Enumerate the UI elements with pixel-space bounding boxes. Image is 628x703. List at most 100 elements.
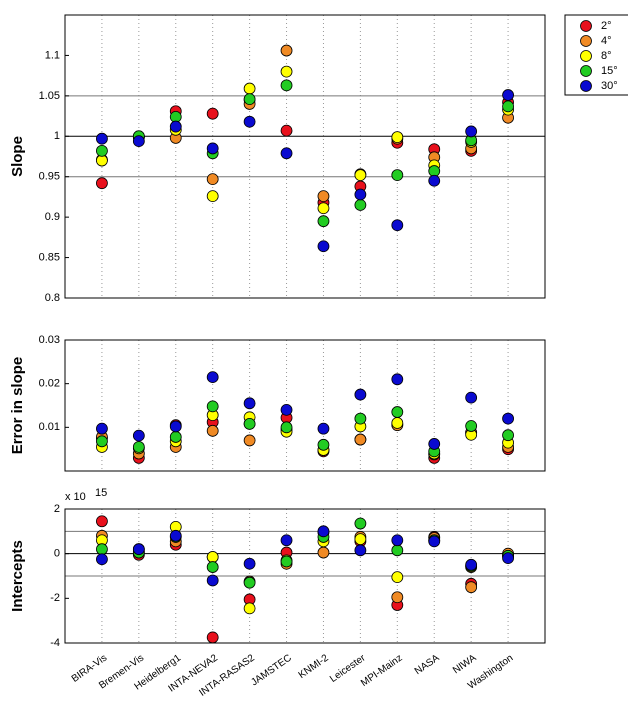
- dot: [243, 576, 256, 589]
- y-axis-label: Slope: [9, 136, 26, 177]
- y-tick-label: 0: [54, 548, 60, 560]
- dot: [169, 529, 182, 542]
- dot: [132, 543, 145, 556]
- y-tick-label: 0.02: [39, 378, 60, 390]
- dot: [206, 400, 219, 413]
- axis-multiplier: x 10: [65, 491, 86, 503]
- axis-multiplier-exponent: 15: [95, 487, 107, 499]
- dot: [132, 135, 145, 148]
- dot: [206, 371, 219, 384]
- dot: [169, 420, 182, 433]
- dot: [132, 429, 145, 442]
- y-axis-label: Intercepts: [9, 540, 26, 612]
- dot: [391, 131, 404, 143]
- dot: [280, 421, 293, 434]
- dot: [428, 535, 441, 548]
- y-tick-label: 1: [54, 130, 60, 142]
- y-tick-label: 0.85: [39, 251, 60, 263]
- dot: [354, 544, 367, 557]
- dot: [280, 147, 293, 160]
- dot: [96, 435, 108, 448]
- dot: [354, 388, 367, 401]
- dot: [206, 107, 219, 120]
- dot: [354, 169, 367, 181]
- dot: [354, 412, 367, 425]
- dot: [354, 199, 367, 211]
- dot: [502, 429, 514, 442]
- dot: [206, 574, 219, 587]
- legend-box: [564, 14, 628, 96]
- plot-frame: [64, 14, 546, 299]
- dot: [391, 406, 404, 418]
- dot: [391, 219, 404, 232]
- x-tick-label: MPI-Mainz: [359, 653, 404, 689]
- x-tick-label: JAMSTEC: [249, 653, 294, 689]
- legend-label: 2°: [601, 20, 612, 32]
- dot: [243, 93, 256, 105]
- dot: [391, 417, 404, 429]
- y-tick-label: 1.1: [45, 49, 60, 61]
- dot: [280, 65, 293, 78]
- dot: [280, 124, 293, 137]
- x-tick-label: NASA: [413, 652, 442, 677]
- legend-label: 15°: [601, 65, 618, 77]
- dot: [391, 571, 404, 584]
- dot: [280, 555, 293, 568]
- dot: [96, 144, 108, 157]
- dot: [465, 558, 478, 571]
- dot: [428, 438, 441, 450]
- dot: [317, 422, 330, 435]
- dot: [391, 373, 404, 386]
- dot: [317, 215, 330, 228]
- legend-label: 4°: [601, 35, 612, 47]
- dot: [280, 534, 293, 547]
- dot: [243, 417, 256, 430]
- dot: [317, 525, 330, 538]
- y-tick-label: 0.01: [39, 421, 60, 433]
- dot: [96, 177, 108, 190]
- dot: [206, 424, 219, 437]
- dot: [169, 120, 182, 133]
- plot-frame: [64, 339, 546, 472]
- legend-marker: [580, 50, 592, 62]
- x-tick-label: KNMI-2: [297, 652, 331, 681]
- y-tick-label: 2: [54, 503, 60, 515]
- dot: [96, 553, 108, 566]
- dot: [354, 533, 367, 546]
- dot: [465, 420, 478, 432]
- dot: [354, 517, 367, 530]
- dot: [391, 544, 404, 557]
- dot: [243, 115, 256, 128]
- y-tick-label: -2: [50, 592, 60, 604]
- dot: [502, 100, 514, 113]
- dot: [280, 79, 293, 92]
- dot: [132, 441, 145, 453]
- dot: [465, 391, 478, 404]
- dot: [206, 173, 219, 186]
- dot: [243, 602, 256, 615]
- dot: [206, 551, 219, 563]
- dot: [96, 543, 108, 556]
- dot: [206, 631, 219, 644]
- dot: [243, 82, 256, 95]
- dot: [206, 142, 219, 155]
- dot: [502, 552, 514, 565]
- dot: [391, 534, 404, 547]
- dot: [96, 422, 108, 435]
- dot: [243, 434, 256, 447]
- legend: 2° 4° 8° 15° 30°: [564, 14, 628, 96]
- dot: [391, 591, 404, 604]
- x-tick-label: NIWA: [451, 652, 479, 676]
- y-tick-label: -4: [50, 637, 60, 649]
- y-tick-label: 1.05: [39, 90, 60, 102]
- y-tick-label: 0.03: [39, 334, 60, 346]
- dot: [280, 44, 293, 57]
- dot: [96, 515, 108, 528]
- dot: [206, 561, 219, 573]
- dot: [465, 581, 478, 594]
- legend-marker: [580, 80, 592, 92]
- dot: [280, 403, 293, 416]
- dot: [317, 240, 330, 253]
- y-tick-label: 0.95: [39, 171, 60, 183]
